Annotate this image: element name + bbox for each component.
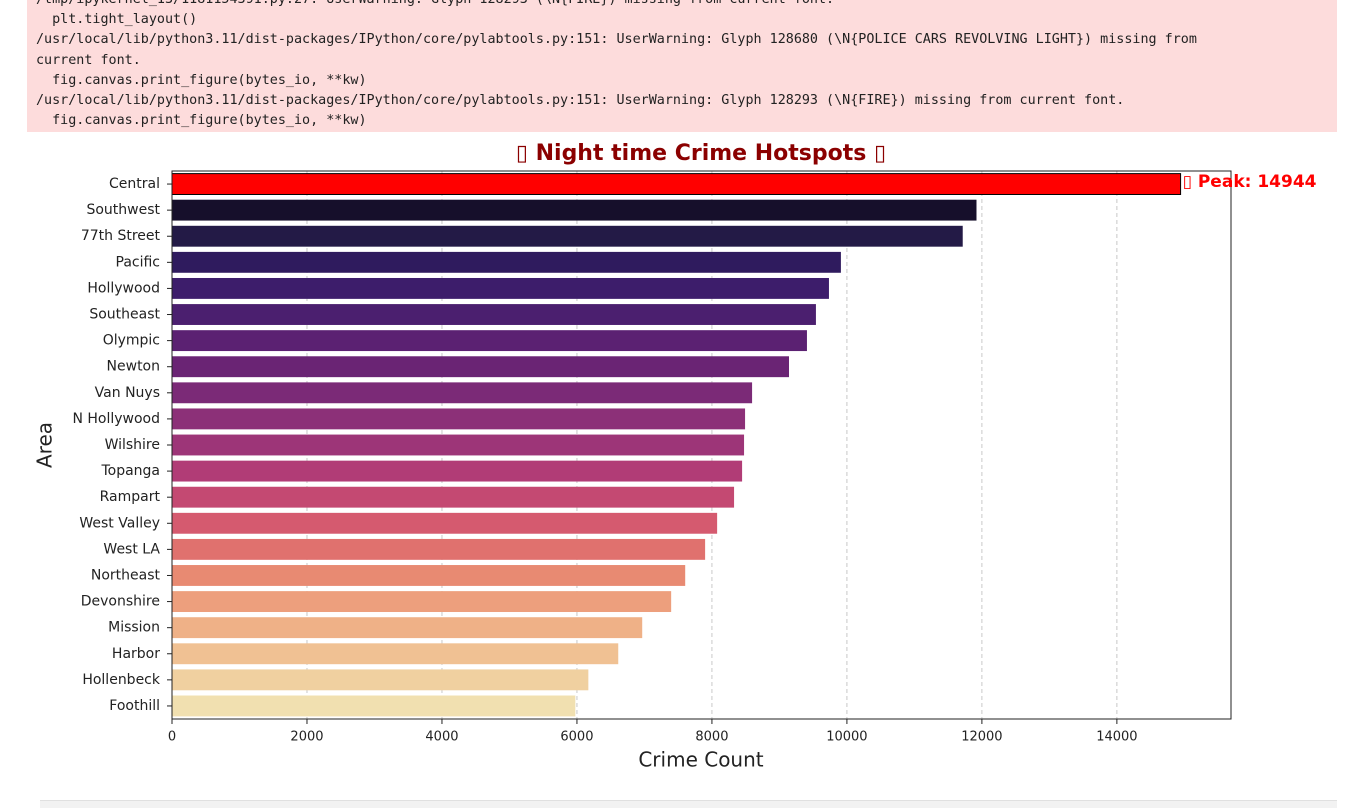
y-tick-label: Hollywood [87,280,160,296]
bar [171,173,1182,195]
next-cell [40,800,1337,808]
y-tick-label: Van Nuys [95,385,160,401]
x-tick-label: 2000 [290,730,323,745]
y-tick-label: Foothill [109,698,160,714]
annotation: ▯ Peak: 14944 [1183,172,1317,192]
x-axis-label: Crime Count [638,748,763,772]
bar [172,434,745,456]
plot-frame [171,170,1232,720]
warning-line: fig.canvas.print_figure(bytes_io, **kw) [36,72,367,88]
bar [172,617,643,639]
y-tick-label: 77th Street [81,228,161,244]
y-tick-label: Rampart [100,489,161,505]
bar [172,330,807,352]
y-tick-label: Harbor [112,646,160,662]
bar [172,199,977,221]
bar [172,408,746,430]
y-tick-label: Pacific [116,254,161,270]
bar [172,225,963,247]
warning-line: plt.tight_layout() [36,12,198,28]
warning-text: /tmp/ipykernel_13/1181154391.py:27: User… [36,0,1197,131]
y-tick-label: Wilshire [105,437,160,453]
bar [172,277,829,299]
bar [172,695,576,717]
y-tick-label: Southwest [86,202,160,218]
x-tick-label: 8000 [695,730,728,745]
warning-line: /usr/local/lib/python3.11/dist-packages/… [36,32,1197,48]
y-tick-label: N Hollywood [72,411,160,427]
y-tick-label: Devonshire [81,594,160,610]
warning-line: fig.canvas.print_figure(bytes_io, **kw) [36,113,367,129]
y-tick-label: Hollenbeck [82,672,161,688]
bar [172,486,735,508]
bar [172,382,753,404]
bar [172,591,672,613]
bar [172,251,841,273]
warning-line: current font. [36,52,141,68]
bar [172,356,790,378]
bar [172,512,718,534]
x-tick-label: 14000 [1096,730,1137,745]
y-tick-label: Topanga [100,463,160,479]
bar [172,460,743,482]
x-tick-label: 6000 [560,730,593,745]
x-tick-label: 0 [168,730,176,745]
y-tick-label: Newton [107,359,160,375]
y-tick-label: West Valley [79,515,160,531]
y-axis-label: Area [33,422,57,468]
x-tick-label: 12000 [961,730,1002,745]
bar [172,669,589,691]
y-tick-label: Olympic [103,333,160,349]
y-tick-label: Mission [108,620,160,636]
bar [172,304,816,325]
warning-line: /usr/local/lib/python3.11/dist-packages/… [36,93,1125,109]
y-tick-label: Central [109,176,160,192]
bar [172,565,686,586]
bar [172,538,706,560]
chart-title: ▯ Night time Crime Hotspots ▯ [516,141,886,166]
y-tick-label: West LA [103,541,160,557]
bar [172,643,619,665]
y-tick-label: Southeast [89,307,160,323]
x-tick-label: 4000 [425,730,458,745]
x-tick-label: 10000 [826,730,867,745]
warning-line: /tmp/ipykernel_13/1181154391.py:27: User… [36,0,834,7]
y-tick-label: Northeast [91,567,161,583]
warning-output: /tmp/ipykernel_13/1181154391.py:27: User… [27,0,1337,132]
